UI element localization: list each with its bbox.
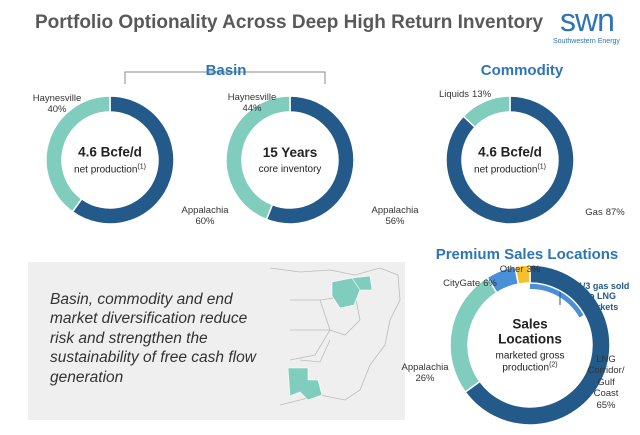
center-subtitle-text: net production <box>474 164 538 176</box>
center-subtitle: marketed gross production(2) <box>495 350 565 373</box>
center-title: 4.6 Bcfe/d <box>478 144 542 160</box>
center-title: Sales Locations <box>498 316 562 347</box>
basin-header: Basin <box>205 62 247 79</box>
callout-text: Basin, commodity and end market diversif… <box>50 291 256 386</box>
category-label: Appalachia <box>401 362 449 373</box>
donut-segment <box>514 264 531 285</box>
donut-segment <box>45 95 111 213</box>
category-label: Haynesville <box>32 93 82 104</box>
value-label: 6% <box>483 278 497 289</box>
value-label: 44% <box>242 103 262 115</box>
donut-segment <box>462 95 511 129</box>
haynesville-region <box>287 367 323 401</box>
donut-segment <box>71 95 175 225</box>
center-subtitle: net production(1) <box>474 163 546 175</box>
center-text: 15 Years core inventory <box>259 145 322 175</box>
category-label: Gas <box>585 207 603 218</box>
slice-label: Gas 87% <box>585 207 624 218</box>
center-text: Sales Locations marketed gross production… <box>495 316 565 373</box>
category-label: Appalachia <box>371 205 419 216</box>
center-subtitle: core inventory <box>259 164 322 175</box>
value-label: 60% <box>195 216 215 228</box>
donut-segment <box>445 95 575 225</box>
slice-label: Appalachia 56% <box>371 205 418 228</box>
value-label: 87% <box>605 207 625 218</box>
value-label: 65% <box>596 399 616 411</box>
value-label: 40% <box>47 104 67 116</box>
slice-label: Haynesville 44% <box>228 92 277 115</box>
category-label: Appalachia <box>181 205 229 216</box>
value-label: 13% <box>472 89 492 100</box>
center-subtitle-text: marketed gross production <box>495 350 565 374</box>
center-subtitle: net production(1) <box>74 163 146 175</box>
donut-segment <box>225 95 291 221</box>
category-label: LNG Corridor/ Gulf Coast <box>587 354 625 400</box>
slice-label: Haynesville 40% <box>33 93 82 116</box>
logo-tagline: Southwestern Energy <box>553 38 620 45</box>
slice-label: Appalachia 26% <box>401 362 448 385</box>
category-label: Liquids <box>438 89 470 100</box>
lng-note: ~1/3 gas sold to LNG markets <box>572 281 630 312</box>
center-subtitle-text: core inventory <box>258 164 322 175</box>
center-title: 15 Years <box>262 145 318 160</box>
value-label: 56% <box>385 216 405 228</box>
chart-header: Commodity <box>480 62 564 79</box>
donut-segment <box>464 264 611 426</box>
footnote-mark: (1) <box>537 163 546 171</box>
chart-header: Premium Sales Locations <box>435 246 619 263</box>
center-text: 4.6 Bcfe/d net production(1) <box>74 144 146 175</box>
center-title: 4.6 Bcfe/d <box>78 144 142 160</box>
appalachia-region <box>331 275 373 309</box>
category-label: Haynesville <box>227 92 277 103</box>
category-label: CityGate <box>443 278 481 289</box>
center-subtitle-text: net production <box>74 164 138 176</box>
slide-title: Portfolio Optionality Across Deep High R… <box>35 12 544 33</box>
value-label: 26% <box>415 373 435 385</box>
center-text: 4.6 Bcfe/d net production(1) <box>474 144 546 175</box>
basin-bracket <box>124 71 326 84</box>
slice-label: Other 3% <box>500 264 541 275</box>
slice-label: Liquids 13% <box>439 89 491 100</box>
slice-label: CityGate 6% <box>443 278 497 289</box>
slice-label: Appalachia 60% <box>181 205 228 228</box>
logo: swn <box>560 2 615 38</box>
donut-segment <box>449 276 498 394</box>
footnote-mark: (2) <box>549 361 558 369</box>
slice-label: LNG Corridor/ Gulf Coast 65% <box>588 354 625 411</box>
category-label: Other <box>499 264 524 275</box>
value-label: 3% <box>526 264 541 275</box>
footnote-mark: (1) <box>137 163 146 171</box>
